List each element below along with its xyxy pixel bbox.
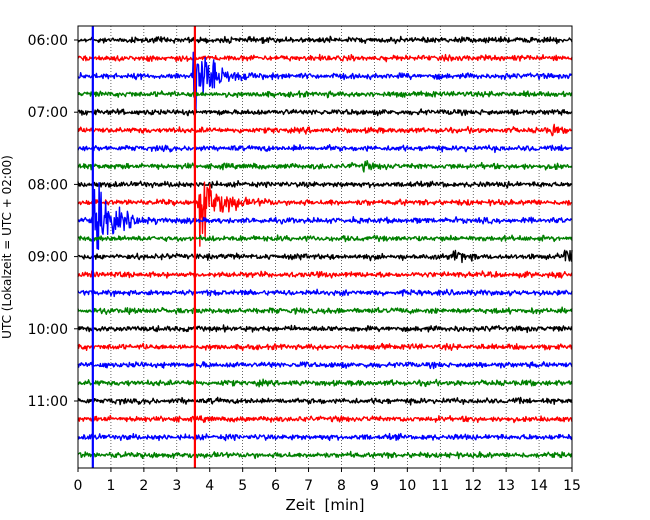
x-tick-label: 9: [370, 478, 379, 494]
trace-line: [77, 306, 573, 316]
x-tick-label: 12: [464, 478, 482, 494]
trace-line: [77, 324, 573, 334]
y-tick-label: 08:00: [28, 177, 68, 193]
x-tick-label: 8: [337, 478, 346, 494]
x-tick-label: 11: [431, 478, 449, 494]
trace-line: [77, 51, 573, 113]
x-tick-label: 7: [304, 478, 313, 494]
x-tick-label: 4: [205, 478, 214, 494]
y-tick-label: 11:00: [28, 394, 68, 410]
y-tick-label: 07:00: [28, 105, 68, 121]
trace-line: [77, 181, 573, 250]
trace-line: [77, 234, 573, 243]
x-tick-label: 3: [172, 478, 181, 494]
y-tick-label: 06:00: [28, 33, 68, 49]
x-tick-label: 1: [106, 478, 115, 494]
trace-line: [77, 53, 573, 63]
y-tick-label: 10:00: [28, 322, 68, 338]
seismic-traces: [77, 35, 573, 460]
trace-line: [77, 108, 573, 117]
x-tick-label: 15: [563, 478, 581, 494]
x-tick-label: 0: [74, 478, 83, 494]
trace-line: [77, 90, 573, 99]
x-tick-label: 5: [238, 478, 247, 494]
trace-line: [77, 361, 573, 370]
x-tick-label: 14: [530, 478, 548, 494]
x-tick-label: 6: [271, 478, 280, 494]
x-tick-label: 2: [139, 478, 148, 494]
y-axis-ticks: 06:00 07:00 08:00 09:00 10:00 11:00: [28, 33, 78, 410]
x-tick-label: 13: [497, 478, 515, 494]
trace-line: [77, 249, 573, 264]
x-axis-ticks: 0 1 2 3 4 5 6 7 8 9 10 11 12 13 14 15: [74, 468, 581, 494]
plot-frame: [77, 25, 573, 469]
y-axis-label: UTC (Lokalzeit = UTC + 02:00): [0, 155, 14, 339]
trace-line: [77, 450, 573, 460]
trace-line: [77, 35, 573, 45]
trace-line: [77, 270, 573, 279]
x-axis-label: Zeit [min]: [285, 496, 364, 514]
trace-line: [77, 432, 573, 442]
trace-line: [77, 342, 573, 352]
trace-line: [77, 396, 573, 406]
x-tick-label: 10: [398, 478, 416, 494]
event-markers: [91, 26, 197, 468]
trace-line: [77, 143, 573, 154]
trace-line: [77, 180, 573, 189]
y-tick-label: 09:00: [28, 250, 68, 266]
trace-line: [77, 414, 573, 424]
trace-line: [77, 181, 573, 247]
trace-line: [77, 123, 573, 137]
trace-line: [77, 378, 573, 388]
trace-line: [77, 288, 573, 298]
trace-line: [77, 159, 573, 173]
